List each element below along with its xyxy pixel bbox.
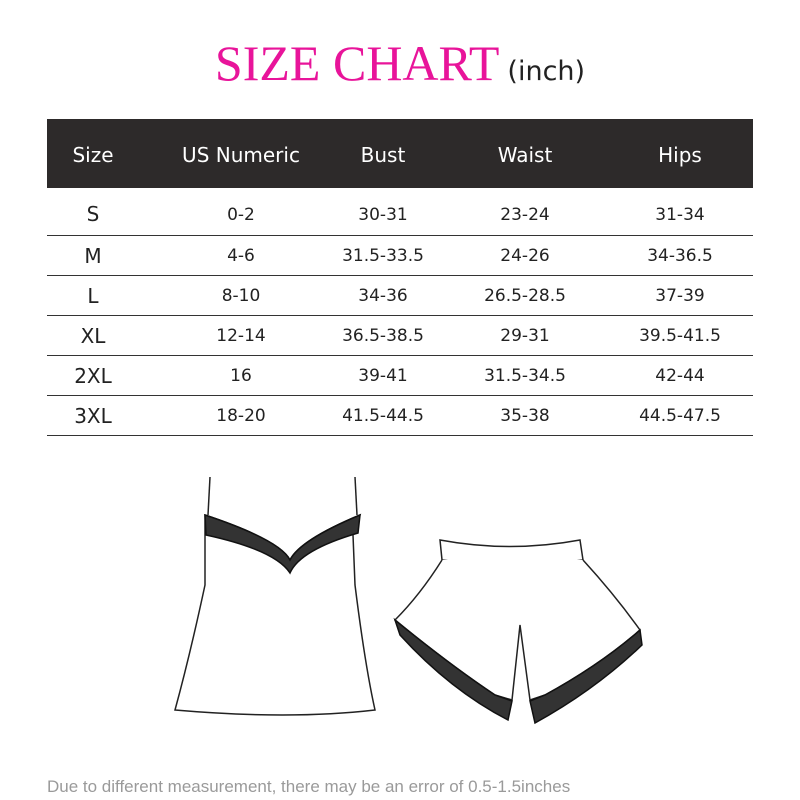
size-table: Size US Numeric Bust Waist Hips S 0-2 30-3… [47, 119, 753, 436]
cell-waist: 23-24 [500, 205, 550, 225]
table-row: 3XL 18-20 41.5-44.5 35-38 44.5-47.5 [47, 396, 753, 436]
cell-bust: 34-36 [358, 286, 408, 306]
cell-bust: 39-41 [358, 366, 408, 386]
cell-bust: 41.5-44.5 [342, 406, 424, 426]
cell-hips: 37-39 [655, 286, 705, 306]
cell-hips: 39.5-41.5 [639, 326, 721, 346]
cell-size: XL [80, 324, 106, 348]
cell-hips: 42-44 [655, 366, 705, 386]
cell-hips: 34-36.5 [647, 246, 713, 266]
title-main: SIZE CHART [214, 35, 500, 91]
cell-bust: 31.5-33.5 [342, 246, 424, 266]
table-row: L 8-10 34-36 26.5-28.5 37-39 [47, 276, 753, 316]
shorts-drawing [393, 539, 643, 725]
table-header: Size US Numeric Bust Waist Hips [47, 119, 753, 188]
cell-us-numeric: 12-14 [216, 326, 266, 346]
cell-waist: 29-31 [500, 326, 550, 346]
cell-us-numeric: 18-20 [216, 406, 266, 426]
cell-hips: 31-34 [655, 205, 705, 225]
header-size: Size [72, 143, 114, 167]
camisole-top-drawing [174, 476, 376, 716]
title-unit: (inch) [507, 56, 586, 87]
garment-illustration [174, 476, 643, 725]
cell-size: L [87, 284, 99, 308]
header-bust: Bust [360, 143, 406, 167]
cell-size: M [84, 244, 102, 268]
cell-us-numeric: 8-10 [221, 286, 261, 306]
cell-bust: 36.5-38.5 [342, 326, 424, 346]
cell-size: 2XL [74, 364, 112, 388]
table-row: M 4-6 31.5-33.5 24-26 34-36.5 [47, 236, 753, 276]
cell-waist: 35-38 [500, 406, 550, 426]
cell-waist: 24-26 [500, 246, 550, 266]
cell-us-numeric: 16 [230, 366, 252, 386]
cell-us-numeric: 0-2 [227, 205, 255, 225]
cell-waist: 26.5-28.5 [484, 286, 566, 306]
table-row: S 0-2 30-31 23-24 31-34 [47, 188, 753, 236]
cell-size: 3XL [74, 404, 112, 428]
cell-bust: 30-31 [358, 205, 408, 225]
header-hips: Hips [658, 143, 702, 167]
page-title: SIZE CHART (inch) [0, 34, 800, 92]
header-waist: Waist [497, 143, 553, 167]
cell-size: S [86, 202, 100, 226]
table-row: 2XL 16 39-41 31.5-34.5 42-44 [47, 356, 753, 396]
table-row: XL 12-14 36.5-38.5 29-31 39.5-41.5 [47, 316, 753, 356]
cell-hips: 44.5-47.5 [639, 406, 721, 426]
cell-us-numeric: 4-6 [227, 246, 255, 266]
measurement-note: Due to different measurement, there may … [47, 777, 571, 796]
cell-waist: 31.5-34.5 [484, 366, 566, 386]
header-us-numeric: US Numeric [182, 143, 300, 167]
